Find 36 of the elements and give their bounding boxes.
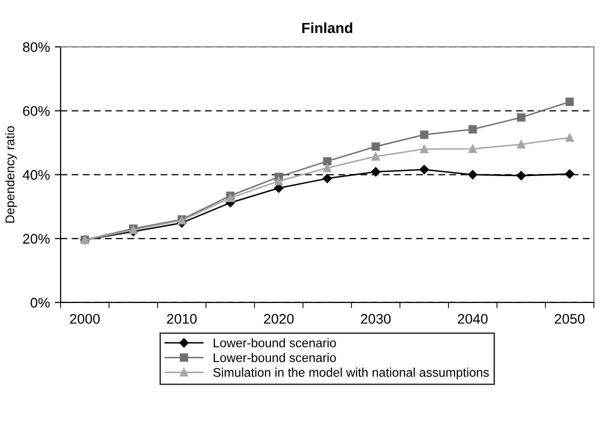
x-tick-label: 2030 xyxy=(360,314,391,324)
chart-title: Finland xyxy=(302,22,352,34)
point xyxy=(516,113,526,122)
point xyxy=(420,130,428,139)
point xyxy=(322,174,332,184)
point xyxy=(226,194,234,202)
point xyxy=(565,169,574,179)
point xyxy=(372,142,380,151)
y-tick-label: 40% xyxy=(22,170,50,180)
x-tick-label: 2010 xyxy=(167,314,197,324)
point xyxy=(516,140,526,148)
point xyxy=(371,167,380,176)
legend-label: Lower-bound scenario xyxy=(214,338,336,348)
point xyxy=(565,98,574,106)
point xyxy=(323,157,332,166)
y-tick-label: 20% xyxy=(23,234,50,244)
point xyxy=(516,170,526,180)
point xyxy=(274,176,283,186)
x-tick-label: 2040 xyxy=(458,314,488,324)
point xyxy=(468,144,477,153)
y-tick-label: 0% xyxy=(30,298,50,308)
legend-label: Simulation in the model with national assumptions xyxy=(213,368,489,380)
point xyxy=(565,133,574,142)
y-axis-title: Dependency ratio xyxy=(5,126,17,223)
legend-label: Lower-bound scenario xyxy=(214,352,336,362)
point xyxy=(420,144,428,154)
x-tick-label: 2050 xyxy=(554,314,585,324)
point xyxy=(420,164,429,174)
y-tick-label: 80% xyxy=(22,42,50,52)
y-tick-label: 60% xyxy=(23,106,50,116)
point xyxy=(468,170,478,180)
x-tick-label: 2000 xyxy=(70,314,100,324)
point xyxy=(372,152,380,161)
point xyxy=(468,125,477,134)
point xyxy=(323,164,332,172)
x-tick-label: 2020 xyxy=(264,314,294,324)
